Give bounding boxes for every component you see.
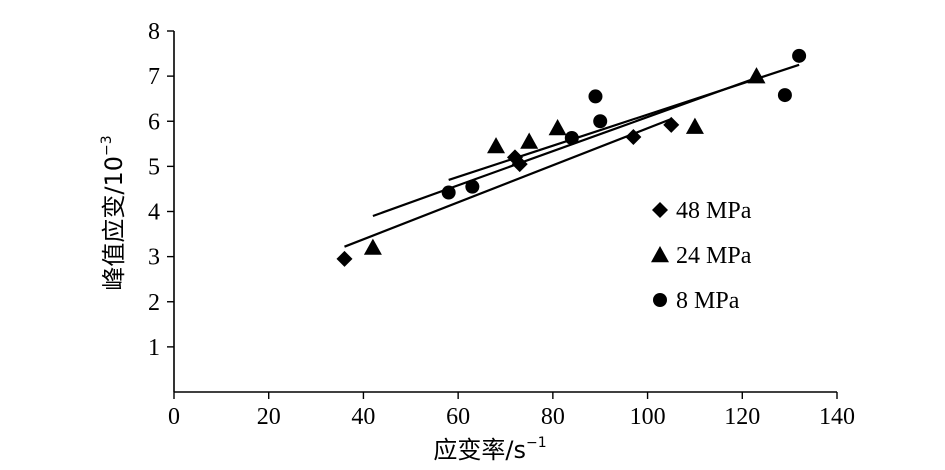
triangle-point <box>548 119 567 136</box>
legend-label: 8 MPa <box>676 288 740 314</box>
y-axis-title-exponent: −3 <box>99 135 115 156</box>
trend-line-1 <box>344 117 672 248</box>
legend-circle-icon <box>653 293 667 307</box>
triangle-point <box>747 67 766 84</box>
diamond-point <box>625 129 642 146</box>
legend-diamond-icon <box>652 202 668 218</box>
triangle-point <box>363 238 382 255</box>
x-axis-title: 应变率/s−1 <box>433 435 546 464</box>
x-tick-label: 140 <box>819 404 855 430</box>
x-tick-label: 100 <box>630 404 666 430</box>
axis-titles: 应变率/s−1 峰值应变/10−3 <box>99 135 547 464</box>
diamond-point <box>663 116 680 133</box>
trend-lines <box>344 63 800 248</box>
circle-point <box>564 130 579 145</box>
x-tick-label: 40 <box>351 404 375 430</box>
data-points <box>336 48 807 267</box>
y-axis-title: 峰值应变/10−3 <box>99 135 128 290</box>
diamond-point <box>511 156 528 173</box>
circle-point <box>777 88 792 103</box>
circle-point <box>792 48 807 63</box>
y-tick-label: 4 <box>148 200 160 226</box>
triangle-point <box>685 117 704 134</box>
x-tick-label: 80 <box>541 404 565 430</box>
diamond-point <box>336 250 353 267</box>
x-tick-label: 0 <box>168 404 180 430</box>
triangle-point <box>487 137 506 154</box>
trend-line-3 <box>448 63 800 181</box>
legend-label: 48 MPa <box>676 198 752 224</box>
circle-point <box>465 179 480 194</box>
y-tick-label: 8 <box>148 19 160 45</box>
y-tick-label: 1 <box>148 335 160 361</box>
y-tick-label: 6 <box>148 109 160 135</box>
legend-label: 24 MPa <box>676 243 752 269</box>
axes <box>167 30 838 399</box>
circle-point <box>588 89 603 104</box>
x-tick-label: 20 <box>257 404 281 430</box>
triangle-point <box>520 132 539 149</box>
y-tick-label: 7 <box>148 64 160 90</box>
legend: 48 MPa 24 MPa 8 MPa <box>651 198 752 314</box>
y-tick-label: 3 <box>148 245 160 271</box>
y-tick-label: 5 <box>148 154 160 180</box>
circle-point <box>593 114 608 129</box>
y-tick-label: 2 <box>148 290 160 316</box>
x-tick-label: 120 <box>724 404 760 430</box>
tick-labels: 0 20 40 60 80 100 120 140 1 2 3 4 5 6 7 8 <box>148 19 855 430</box>
legend-triangle-icon <box>651 246 669 263</box>
x-tick-label: 60 <box>446 404 470 430</box>
x-axis-title-exponent: −1 <box>526 435 547 451</box>
circle-point <box>441 185 456 200</box>
